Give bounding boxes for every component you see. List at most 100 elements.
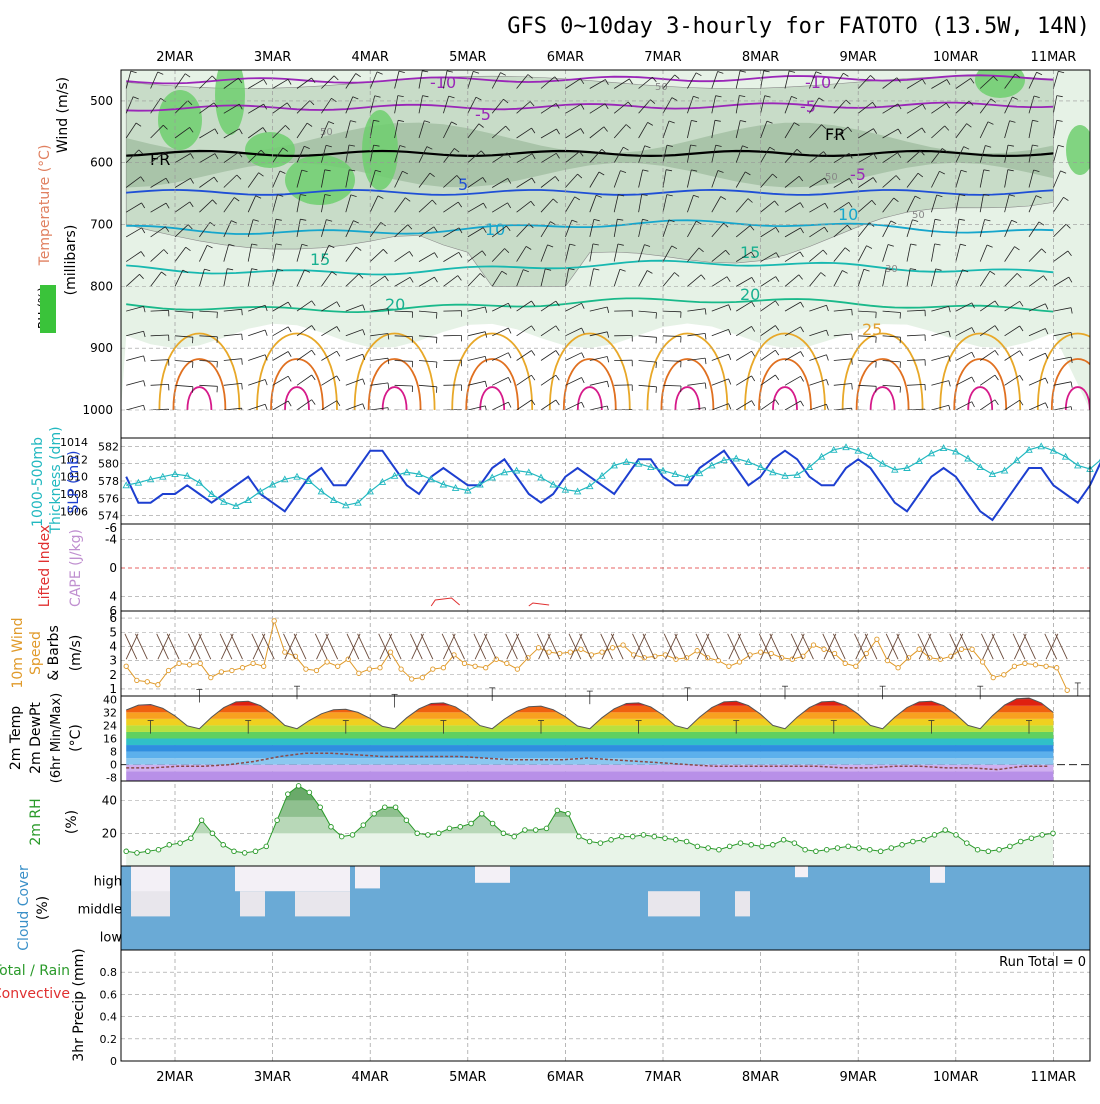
wind10-point xyxy=(177,661,181,665)
temp-tick: 32 xyxy=(103,706,117,719)
wind10-point xyxy=(1055,666,1059,670)
rh2m-point xyxy=(598,841,603,846)
temp-band xyxy=(121,771,1090,781)
wind10-point xyxy=(272,619,276,623)
wind10-point xyxy=(367,667,371,671)
contour-label: 50 xyxy=(912,210,925,221)
rh2m-point xyxy=(350,833,355,838)
wind10-point xyxy=(399,667,403,671)
date-bottom: 11MAR xyxy=(1031,1070,1077,1085)
rh2m-point xyxy=(124,849,129,854)
date-bottom: 4MAR xyxy=(351,1070,388,1085)
rh2m-point xyxy=(404,818,409,823)
precip-tick: 0.6 xyxy=(100,988,118,1001)
ylabel-temp-3: (6hr Min/Max) xyxy=(49,693,64,783)
ylabel-slp: SLP (mb) xyxy=(66,450,82,513)
rh2m-point xyxy=(426,833,431,838)
rh2m-point xyxy=(253,849,258,854)
temp-tick: 40 xyxy=(103,693,117,706)
wind10-point xyxy=(579,647,583,651)
wind-tick: 3 xyxy=(109,654,117,668)
rh2m-point xyxy=(878,849,883,854)
rh2m-point xyxy=(975,847,980,852)
contour-label: 5 xyxy=(458,175,468,194)
wind-barb-flag xyxy=(656,313,657,319)
contour-label: 50 xyxy=(655,82,668,93)
temp-tick: 24 xyxy=(103,719,117,732)
wind10-point xyxy=(737,660,741,664)
wind10-point xyxy=(610,646,614,650)
wind10-point xyxy=(505,661,509,665)
wind10-point xyxy=(283,650,287,654)
rh2m-point xyxy=(760,844,765,849)
date-top: 7MAR xyxy=(644,50,681,65)
rh2m-point xyxy=(275,818,280,823)
wind10-point xyxy=(124,664,128,668)
contour-label: -10 xyxy=(430,73,456,92)
date-top: 10MAR xyxy=(933,50,979,65)
wind10-point xyxy=(695,649,699,653)
cloud-gap xyxy=(131,866,170,894)
rh2m-point xyxy=(156,847,161,852)
lifted-tick: -6 xyxy=(105,521,117,535)
date-top: 3MAR xyxy=(254,50,291,65)
wind10-point xyxy=(388,650,392,654)
contour-label: 20 xyxy=(740,285,760,304)
rh2m-point xyxy=(630,834,635,839)
rh2m-point xyxy=(943,828,948,833)
contour-label: -5 xyxy=(475,105,491,124)
rh2m-point xyxy=(469,821,474,826)
ylabel-temp-4: (°C) xyxy=(68,724,84,752)
rh2m-point xyxy=(458,825,463,830)
lifted-tick: 0 xyxy=(109,561,117,575)
wind10-point xyxy=(600,650,604,654)
date-bottom: 9MAR xyxy=(839,1070,876,1085)
wind10-point xyxy=(325,660,329,664)
rh2m-point xyxy=(512,834,517,839)
wind10-point xyxy=(240,666,244,670)
thickness-tick: 576 xyxy=(98,492,119,505)
ylabel-wind10-1: 10m Wind xyxy=(10,617,26,688)
rh2m-point xyxy=(824,847,829,852)
thickness-tick: 582 xyxy=(98,440,119,453)
temp-band xyxy=(121,739,1090,746)
wind10-point xyxy=(251,661,255,665)
temp-tick: 16 xyxy=(103,733,117,746)
date-bottom: 2MAR xyxy=(156,1070,193,1085)
rh2m-point xyxy=(620,834,625,839)
rh2m-point xyxy=(533,828,538,833)
rh2m-point xyxy=(674,838,679,843)
rh2m-point xyxy=(1029,836,1034,841)
rh2m-point xyxy=(846,844,851,849)
chart-title: GFS 0~10day 3-hourly for FATOTO (13.5W, … xyxy=(507,14,1090,39)
wind10-point xyxy=(219,670,223,674)
wind10-point xyxy=(991,675,995,679)
date-bottom: 7MAR xyxy=(644,1070,681,1085)
wind10-point xyxy=(896,666,900,670)
ylabel-millibars: (millibars) xyxy=(63,225,79,296)
rh2m-point xyxy=(792,841,797,846)
slp-tick: 1014 xyxy=(60,436,88,449)
pressure-tick: 700 xyxy=(90,218,113,232)
temp-band xyxy=(121,725,1090,732)
rh2m-point xyxy=(652,834,657,839)
rh2m-point xyxy=(900,843,905,848)
wind-barb-flag xyxy=(436,313,437,319)
date-top: 5MAR xyxy=(449,50,486,65)
rh2m-point xyxy=(684,839,689,844)
wind-tick: 6 xyxy=(109,611,117,625)
wind10-point xyxy=(1012,664,1016,668)
cloud-gap xyxy=(735,891,750,916)
rh2m-point xyxy=(1008,844,1013,849)
precip-tick: 0.8 xyxy=(100,966,118,979)
rh2m-point xyxy=(490,821,495,826)
rh2m-point xyxy=(167,843,172,848)
rh2m-point xyxy=(954,833,959,838)
rh-green-blob xyxy=(158,90,202,150)
contour-label: 15 xyxy=(310,250,330,269)
rh2m-point xyxy=(436,831,441,836)
wind-barb-flag xyxy=(436,362,437,368)
ylabel-rh2m: 2m RH xyxy=(28,798,44,845)
wind10-point xyxy=(304,667,308,671)
